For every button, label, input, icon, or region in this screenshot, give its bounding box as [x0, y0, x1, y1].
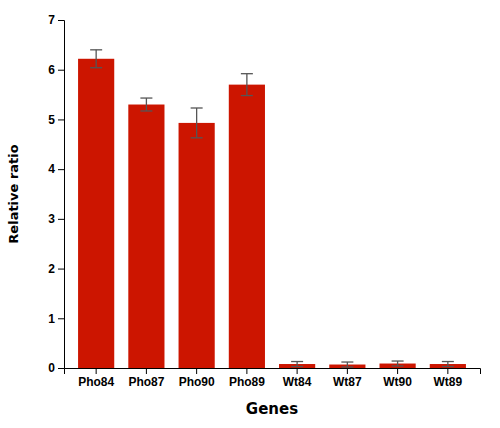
marks [78, 50, 466, 368]
x-tick-label: Pho90 [179, 375, 215, 389]
error-bar-cap [442, 361, 454, 362]
error-bar-cap [392, 365, 404, 366]
x-tick: Wt84 [283, 368, 312, 389]
x-tick-label: Wt90 [383, 375, 412, 389]
x-tick: Pho84 [78, 368, 114, 389]
y-tick: 1 [48, 312, 64, 326]
error-bar-cap [392, 360, 404, 361]
x-tick: Pho87 [128, 368, 164, 389]
error-bar-stem [447, 362, 448, 367]
x-tick: Pho89 [229, 368, 265, 389]
y-tick-label: 5 [48, 113, 55, 127]
y-tick-label: 0 [48, 361, 55, 375]
y-tick-mark [58, 219, 64, 220]
error-bar [90, 50, 102, 68]
error-bar [241, 74, 253, 96]
error-bar-stem [246, 74, 247, 96]
x-tick-mark [196, 368, 197, 374]
y-axis-line [58, 21, 65, 369]
y-axis: 0 1 2 3 4 5 6 7 [48, 13, 64, 375]
y-tick-mark [58, 70, 64, 71]
error-bar-cap [291, 366, 303, 367]
error-bar-cap [341, 361, 353, 362]
y-axis-title: Relative ratio [6, 144, 21, 243]
error-bar [442, 362, 454, 367]
y-tick-label: 1 [48, 312, 55, 326]
y-tick-mark [58, 20, 64, 21]
error-bar [392, 361, 404, 366]
plot-area: Pho84 Pho87 Pho90 Pho89 Wt84 Wt87 Wt90 Wt89 0 1 2 3… [48, 13, 480, 388]
x-axis: Pho84 Pho87 Pho90 Pho89 Wt84 Wt87 Wt90 Wt89 [65, 368, 481, 389]
y-tick-mark [58, 269, 64, 270]
error-bar-stem [397, 361, 398, 366]
error-bar-cap [291, 361, 303, 362]
x-tick: Wt90 [383, 368, 412, 389]
x-tick-label: Wt84 [283, 375, 312, 389]
error-bar-stem [96, 50, 97, 68]
error-bar [191, 108, 203, 138]
bar [229, 85, 265, 368]
x-tick-mark [397, 368, 398, 374]
x-axis-title: Genes [246, 400, 298, 418]
x-tick-label: Wt89 [434, 375, 463, 389]
chart-container: Pho84 Pho87 Pho90 Pho89 Wt84 Wt87 Wt90 Wt89 0 1 2 3… [0, 0, 500, 428]
error-bar-cap [140, 110, 152, 111]
y-tick-label: 6 [48, 63, 55, 77]
error-bar [341, 362, 353, 367]
x-tick-label: Pho84 [78, 375, 114, 389]
error-bar [291, 362, 303, 367]
error-bar-cap [90, 49, 102, 50]
error-bar-cap [191, 107, 203, 108]
y-tick: 3 [48, 212, 64, 226]
x-tick-mark [447, 368, 448, 374]
error-bar-stem [196, 108, 197, 138]
x-tick-label: Wt87 [333, 375, 362, 389]
x-axis-line [65, 369, 481, 375]
x-tick-mark [347, 368, 348, 374]
bar [78, 59, 114, 368]
y-tick: 5 [48, 113, 64, 127]
y-tick-mark [58, 368, 64, 369]
error-bar-cap [140, 97, 152, 98]
x-tick-label: Pho87 [128, 375, 164, 389]
y-tick-mark [58, 169, 64, 170]
error-bar-stem [296, 362, 297, 367]
x-tick: Wt89 [434, 368, 463, 389]
y-tick: 6 [48, 63, 64, 77]
x-tick-label: Pho89 [229, 375, 265, 389]
x-tick: Wt87 [333, 368, 362, 389]
chart: Pho84 Pho87 Pho90 Pho89 Wt84 Wt87 Wt90 Wt89 0 1 2 3… [0, 0, 500, 428]
error-bar-cap [90, 67, 102, 68]
y-tick-mark [58, 119, 64, 120]
y-tick: 7 [48, 13, 64, 27]
error-bar-cap [191, 137, 203, 138]
y-tick-mark [58, 318, 64, 319]
error-bar-stem [347, 362, 348, 367]
bar [128, 105, 164, 368]
x-tick-mark [246, 368, 247, 374]
y-tick: 4 [48, 162, 64, 176]
error-bar-cap [241, 95, 253, 96]
x-tick-mark [297, 368, 298, 374]
x-tick: Pho90 [179, 368, 215, 389]
y-tick-label: 2 [48, 262, 55, 276]
error-bar-stem [146, 98, 147, 111]
y-tick: 0 [48, 361, 64, 375]
y-tick: 2 [48, 262, 64, 276]
error-bar-cap [241, 73, 253, 74]
y-tick-label: 7 [48, 13, 55, 27]
x-tick-mark [96, 368, 97, 374]
y-tick-label: 3 [48, 212, 55, 226]
error-bar-cap [341, 366, 353, 367]
x-tick-mark [146, 368, 147, 374]
bar [179, 123, 215, 368]
y-tick-label: 4 [48, 162, 55, 176]
error-bar-cap [442, 366, 454, 367]
error-bar [140, 98, 152, 111]
